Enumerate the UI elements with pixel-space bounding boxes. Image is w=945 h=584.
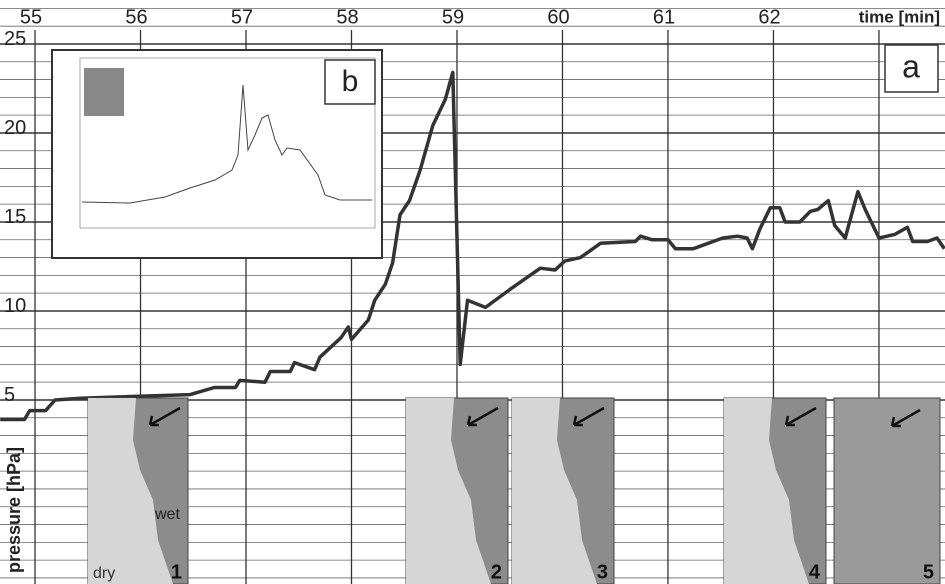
photo-label: 5 [923, 561, 934, 583]
photo-label: 4 [809, 561, 821, 583]
x-tick-label: 62 [758, 6, 780, 28]
x-tick-label: 60 [547, 6, 569, 28]
y-tick-label: 15 [4, 206, 26, 228]
inset-b: b [52, 50, 382, 258]
x-tick-label: 61 [653, 6, 675, 28]
dry-label: dry [93, 565, 115, 582]
y-tick-label: 10 [4, 295, 26, 317]
photo-bg [834, 398, 940, 584]
photo-label: 2 [491, 561, 502, 583]
x-tick-label: 58 [336, 6, 358, 28]
photo: 1 [88, 398, 188, 584]
y-tick-label: 5 [4, 384, 15, 406]
y-tick-label: 20 [4, 117, 26, 139]
y-tick-label: 25 [4, 28, 26, 50]
x-tick-label: 59 [442, 6, 464, 28]
inset-thumbnail [84, 68, 124, 116]
x-axis-label: time [min] [859, 7, 940, 26]
page: {"chart_data": {"type": "line", "x_label… [0, 0, 945, 584]
chart: 5101520255556575859606162 12345wetdry b … [0, 0, 945, 584]
photo-label: 1 [171, 561, 182, 583]
wet-label: wet [154, 506, 180, 523]
photos: 1 2 3 4 5 wet dry [88, 398, 940, 584]
x-tick-label: 57 [231, 6, 253, 28]
photo: 4 [724, 398, 826, 584]
photo: 2 [406, 398, 508, 584]
photo: 5 [834, 398, 940, 584]
inset-label: b [342, 65, 359, 98]
x-tick-label: 56 [125, 6, 147, 28]
y-axis-label: pressure [hPa] [4, 447, 24, 573]
x-tick-label: 55 [20, 6, 42, 28]
photo: 3 [512, 398, 614, 584]
photo-label: 3 [597, 561, 608, 583]
panel-label: a [902, 48, 920, 84]
